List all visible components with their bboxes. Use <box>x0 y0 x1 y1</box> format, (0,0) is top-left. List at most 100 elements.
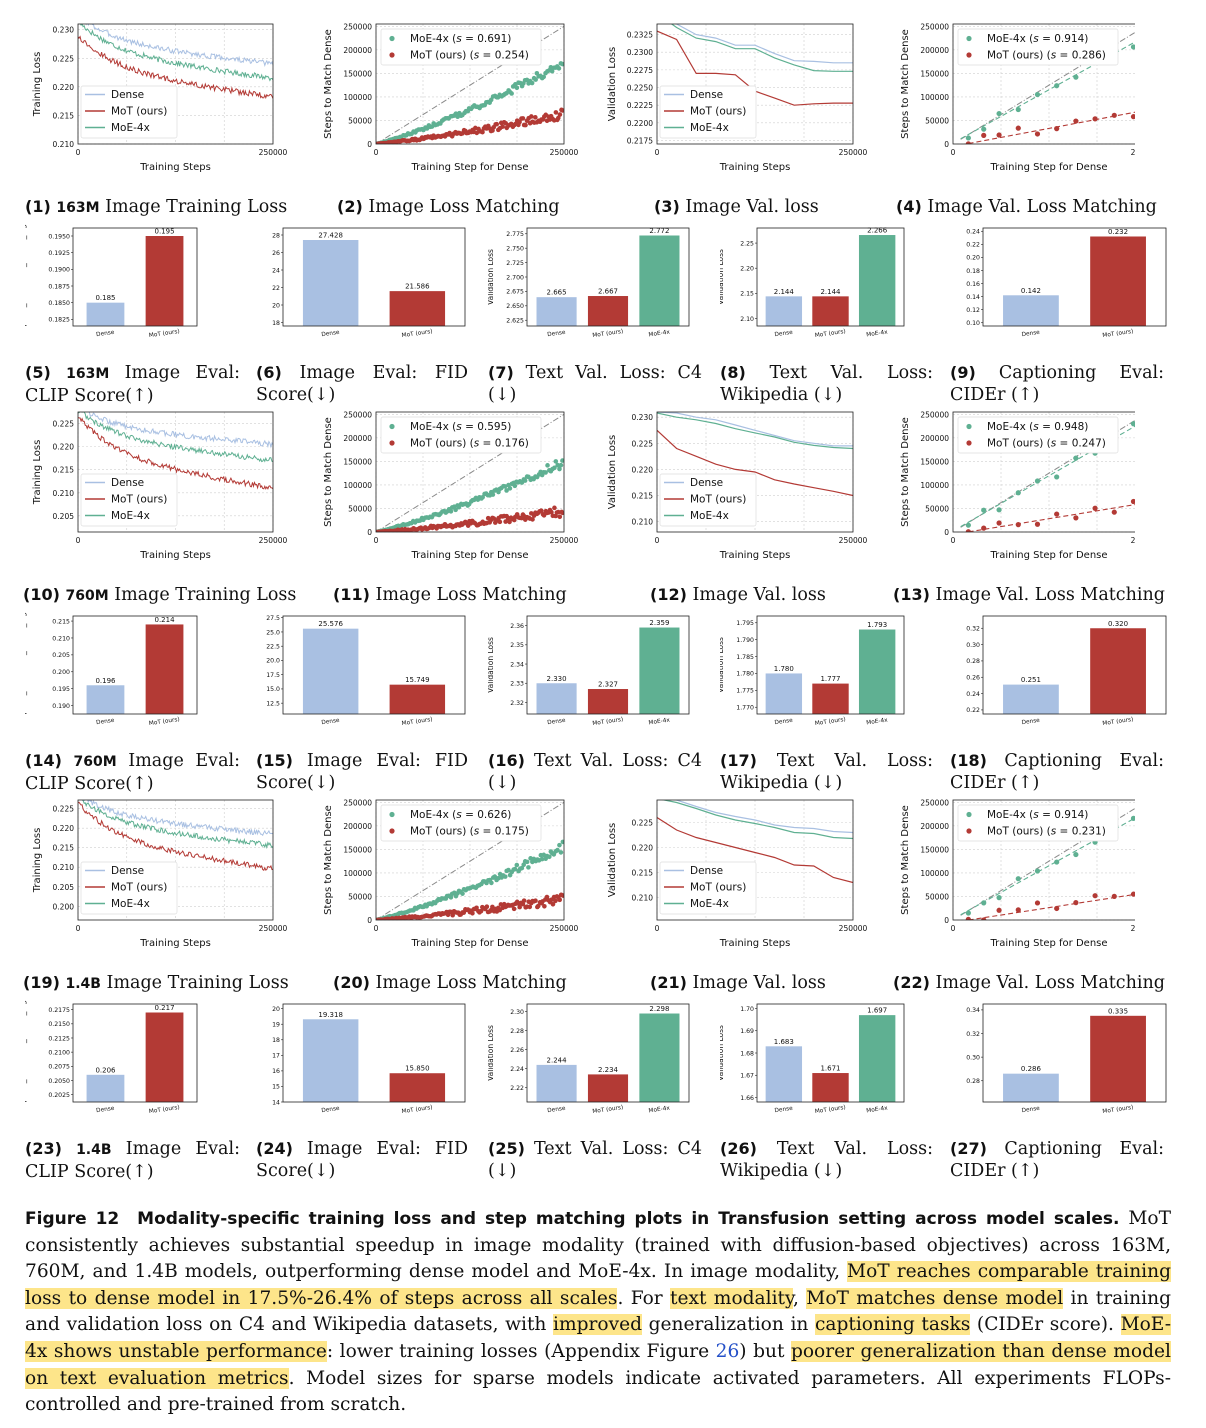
x-tick-label: MoE-4x <box>648 1105 671 1114</box>
bar-value-label: 15.749 <box>405 676 430 684</box>
legend-label: MoT (ours) (s = 0.176) <box>410 438 529 450</box>
chart-panel-10: 0.205 0.210 0.215 0.220 0.225 0 250000 Training… <box>32 411 288 561</box>
subcaption-text: CLIP Score(↑) <box>25 774 154 794</box>
y-tick-label: 0.225 <box>53 54 75 63</box>
scatter-point-moe-4x <box>541 74 547 80</box>
scatter-point-moe-4x <box>514 85 520 91</box>
legend <box>80 861 178 915</box>
subcaption-text: Score(↓) <box>256 1161 336 1181</box>
scatter-point-mot-ours- <box>981 132 987 138</box>
y-tick-label: 0.215 <box>632 869 654 878</box>
y-axis-label: clip256_coco2014_30000_cfg1 <box>25 222 27 335</box>
scatter-point-moe-4x <box>456 504 462 510</box>
x-tick-label: 250000 <box>259 536 288 545</box>
subcaption-12: (12) Image Val. loss <box>650 584 826 606</box>
subcaption-text: Image Val. loss <box>685 197 819 217</box>
scatter-point-moe-4x <box>526 865 531 870</box>
legend-swatch <box>966 35 972 42</box>
y-tick-label: 0.34 <box>966 1007 980 1014</box>
plot-frame <box>526 1003 690 1103</box>
y-tick-label: 200000 <box>343 822 372 831</box>
y-tick-label: 2.36 <box>510 623 524 630</box>
bar-mot-ours- <box>587 1074 629 1102</box>
subcaption-text: Captioning Eval: <box>1004 1139 1164 1159</box>
scatter-point-moe-4x <box>552 465 557 471</box>
bar-mot-ours- <box>389 1073 446 1102</box>
bar-value-label: 2.330 <box>547 675 567 683</box>
plot-frame <box>982 227 1167 327</box>
bar-value-label: 0.335 <box>1108 1007 1128 1015</box>
legend-label: MoE-4x <box>111 122 150 134</box>
x-tick-label: Dense <box>1021 718 1040 727</box>
x-tick-label: MoT (ours) <box>815 1105 847 1115</box>
y-tick-label: 26 <box>272 250 280 257</box>
bar-value-label: 2.144 <box>820 288 841 296</box>
bar-value-label: 2.144 <box>774 288 795 296</box>
chart-panel-17: 1.770 1.775 1.780 1.785 1.790 1.795 Validation… <box>720 615 905 727</box>
bar-value-label: 19.318 <box>318 1011 343 1019</box>
y-tick-label: 0.205 <box>52 652 70 659</box>
scatter-point-moe-4x <box>1130 421 1135 427</box>
y-tick-label: 1.790 <box>736 637 754 644</box>
x-tick-label: Dense <box>547 718 566 727</box>
legend <box>380 28 542 66</box>
y-tick-label: 18 <box>272 320 280 327</box>
subcaption-number: (26) <box>720 1139 757 1158</box>
legend <box>80 473 178 527</box>
y-tick-label: 0.205 <box>53 883 75 892</box>
y-tick-label: 250000 <box>920 22 949 31</box>
y-tick-label: 100000 <box>920 93 949 102</box>
chart-panel-12: 0.210 0.215 0.220 0.225 0.230 0 250000 Training… <box>607 411 868 561</box>
bar-value-label: 1.780 <box>774 665 794 673</box>
y-tick-label: 24 <box>272 267 280 274</box>
series-line-moe-4x <box>657 412 853 450</box>
y-tick-label: 0.1825 <box>48 317 70 324</box>
bar-dense <box>302 1019 359 1102</box>
model-size: 163M <box>56 200 100 216</box>
x-axis-label: Training Step for Dense <box>410 938 528 949</box>
x-axis-label: Training Steps <box>719 550 791 561</box>
scatter-point-moe-4x <box>453 507 458 513</box>
subcaption-number: (8) <box>720 363 746 382</box>
subcaption-text: Score(↓) <box>256 385 336 405</box>
scatter-point-mot-ours- <box>996 520 1002 526</box>
subcaption-number: (22) <box>893 973 930 992</box>
y-tick-label: 0.2300 <box>627 48 653 57</box>
y-tick-label: 200000 <box>920 434 949 443</box>
y-tick-label: 1.67 <box>740 1073 754 1080</box>
y-tick-label: 1.780 <box>736 671 754 678</box>
x-tick-label: Dense <box>96 330 115 339</box>
y-tick-label: 1.775 <box>736 688 754 695</box>
bar-value-label: 15.850 <box>405 1065 430 1073</box>
legend-label: MoT (ours) (s = 0.247) <box>987 438 1106 450</box>
x-tick-label: MoT (ours) <box>401 717 433 727</box>
x-tick-label: Dense <box>96 1106 115 1115</box>
y-tick-label: 0.225 <box>53 420 75 429</box>
scatter-point-moe-4x <box>519 865 525 871</box>
subcaption-text: Image Val. loss <box>692 585 826 605</box>
y-tick-label: 0.30 <box>966 1054 980 1061</box>
plot-frame <box>526 227 690 327</box>
chart-panel-13: 0 50000 100000 150000 200000 250000 0 250000 Tra… <box>900 410 1135 561</box>
scatter-point-moe-4x <box>965 910 971 916</box>
subcaption-number: (9) <box>950 363 976 382</box>
x-tick-label: Dense <box>321 1106 340 1115</box>
y-tick-label: 50000 <box>925 504 949 513</box>
scatter-point-mot-ours- <box>549 509 554 515</box>
y-tick-label: 0.1925 <box>48 250 70 257</box>
y-tick-label: 2.34 <box>510 661 524 668</box>
plot-frame <box>375 23 565 145</box>
legend-label: MoE-4x <box>690 122 729 134</box>
plot-frame <box>77 411 274 533</box>
bar-dense <box>765 1046 803 1102</box>
y-tick-label: 0.220 <box>53 83 75 92</box>
bar-value-label: 0.214 <box>155 616 176 624</box>
y-tick-label: 0.32 <box>966 626 980 633</box>
figure-title: Modality-specific training loss and step… <box>137 1209 1120 1229</box>
figure-reference-link[interactable]: 26 <box>715 1340 740 1362</box>
subcaption-4: (4) Image Val. Loss Matching <box>896 196 1157 218</box>
y-tick-label: 50000 <box>348 504 372 513</box>
scatter-point-mot-ours- <box>520 116 526 121</box>
y-tick-label: 2.625 <box>506 318 524 325</box>
scatter-point-mot-ours- <box>560 510 564 516</box>
